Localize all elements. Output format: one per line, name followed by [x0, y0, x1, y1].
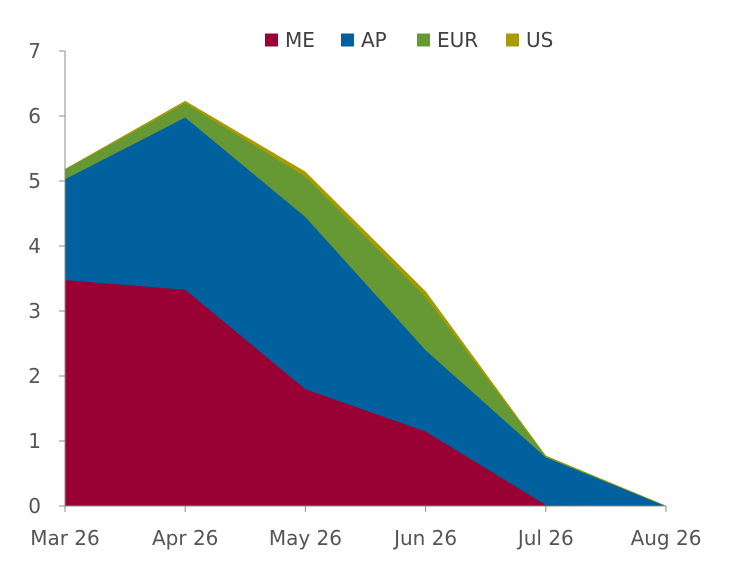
- legend-swatch-ap: [341, 33, 354, 47]
- y-tick-label: 4: [28, 234, 41, 258]
- y-tick-label: 7: [28, 39, 41, 63]
- legend-label-me: ME: [285, 28, 315, 52]
- x-tick-label: Aug 26: [631, 526, 702, 550]
- x-tick-label: Apr 26: [152, 526, 218, 550]
- x-tick-label: Jul 26: [516, 526, 574, 550]
- x-tick-label: May 26: [269, 526, 342, 550]
- legend-swatch-us: [506, 33, 519, 47]
- legend-label-ap: AP: [361, 28, 387, 52]
- legend-swatch-me: [265, 33, 278, 47]
- y-tick-label: 0: [28, 494, 41, 518]
- areas-layer: [64, 100, 667, 507]
- axes-layer: [64, 51, 666, 507]
- legend: ME AP EUR US: [265, 28, 553, 52]
- x-tick-label: Jun 26: [392, 526, 457, 550]
- ticks-layer: 0 1 2 3 4 5 6 7 Mar 26 Apr 26 May 26 Jun 26 Jul 26 Au…: [28, 39, 701, 550]
- y-tick-label: 5: [28, 169, 41, 193]
- y-tick-label: 6: [28, 104, 41, 128]
- y-tick-label: 1: [28, 429, 41, 453]
- legend-swatch-eur: [417, 33, 430, 47]
- y-tick-label: 2: [28, 364, 41, 388]
- legend-label-eur: EUR: [437, 28, 478, 52]
- legend-label-us: US: [526, 28, 553, 52]
- x-tick-label: Mar 26: [30, 526, 100, 550]
- y-tick-label: 3: [28, 299, 41, 323]
